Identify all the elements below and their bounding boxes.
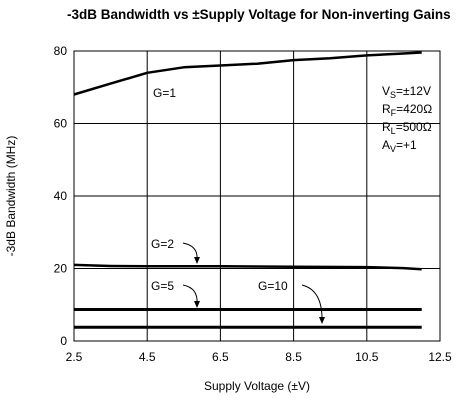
y-tick-label: 20 (54, 262, 68, 276)
x-axis-label: Supply Voltage (±V) (204, 379, 310, 393)
x-tick-label: 6.5 (212, 350, 229, 364)
arrow-head-g10 (319, 317, 325, 324)
series-line-g2 (73, 263, 422, 271)
x-tick-label: 4.5 (139, 350, 156, 364)
x-tick-label: 12.5 (428, 350, 452, 364)
y-tick-label: 40 (54, 189, 68, 203)
cond-rf: RF=420Ω (382, 102, 432, 118)
y-tick-label: 80 (54, 44, 68, 58)
x-tick-label: 2.5 (66, 350, 83, 364)
y-tick-labels: 0 20 40 60 80 (54, 44, 68, 348)
y-tick-label: 60 (54, 117, 68, 131)
conditions-annotation: VS=±12V RF=420Ω RL=500Ω AV=+1 (382, 84, 432, 154)
arrow-g5 (182, 284, 198, 304)
x-tick-label: 10.5 (355, 350, 379, 364)
arrow-heads (194, 257, 325, 324)
arrow-head-g5 (194, 301, 200, 308)
leader-arrows (182, 242, 323, 320)
series-line-g1 (73, 51, 422, 96)
cond-rl: RL=500Ω (382, 120, 432, 136)
y-axis-label: -3dB Bandwidth (MHz) (4, 136, 18, 257)
y-tick-label: 0 (60, 334, 67, 348)
arrow-g2 (182, 242, 198, 260)
cond-av: AV=+1 (382, 138, 417, 154)
label-g5: G=5 (151, 279, 174, 293)
cond-vs: VS=±12V (382, 84, 431, 100)
chart-title: -3dB Bandwidth vs ±Supply Voltage for No… (67, 7, 451, 22)
grid-lines (74, 51, 440, 341)
arrow-g10 (301, 284, 323, 320)
x-tick-labels: 2.5 4.5 6.5 8.5 10.5 12.5 (66, 350, 452, 364)
label-g10: G=10 (258, 279, 288, 293)
label-g2: G=2 (151, 237, 174, 251)
series-lines (73, 51, 422, 329)
x-tick-label: 8.5 (285, 350, 302, 364)
arrow-head-g2 (194, 257, 200, 264)
label-g1: G=1 (153, 86, 176, 100)
